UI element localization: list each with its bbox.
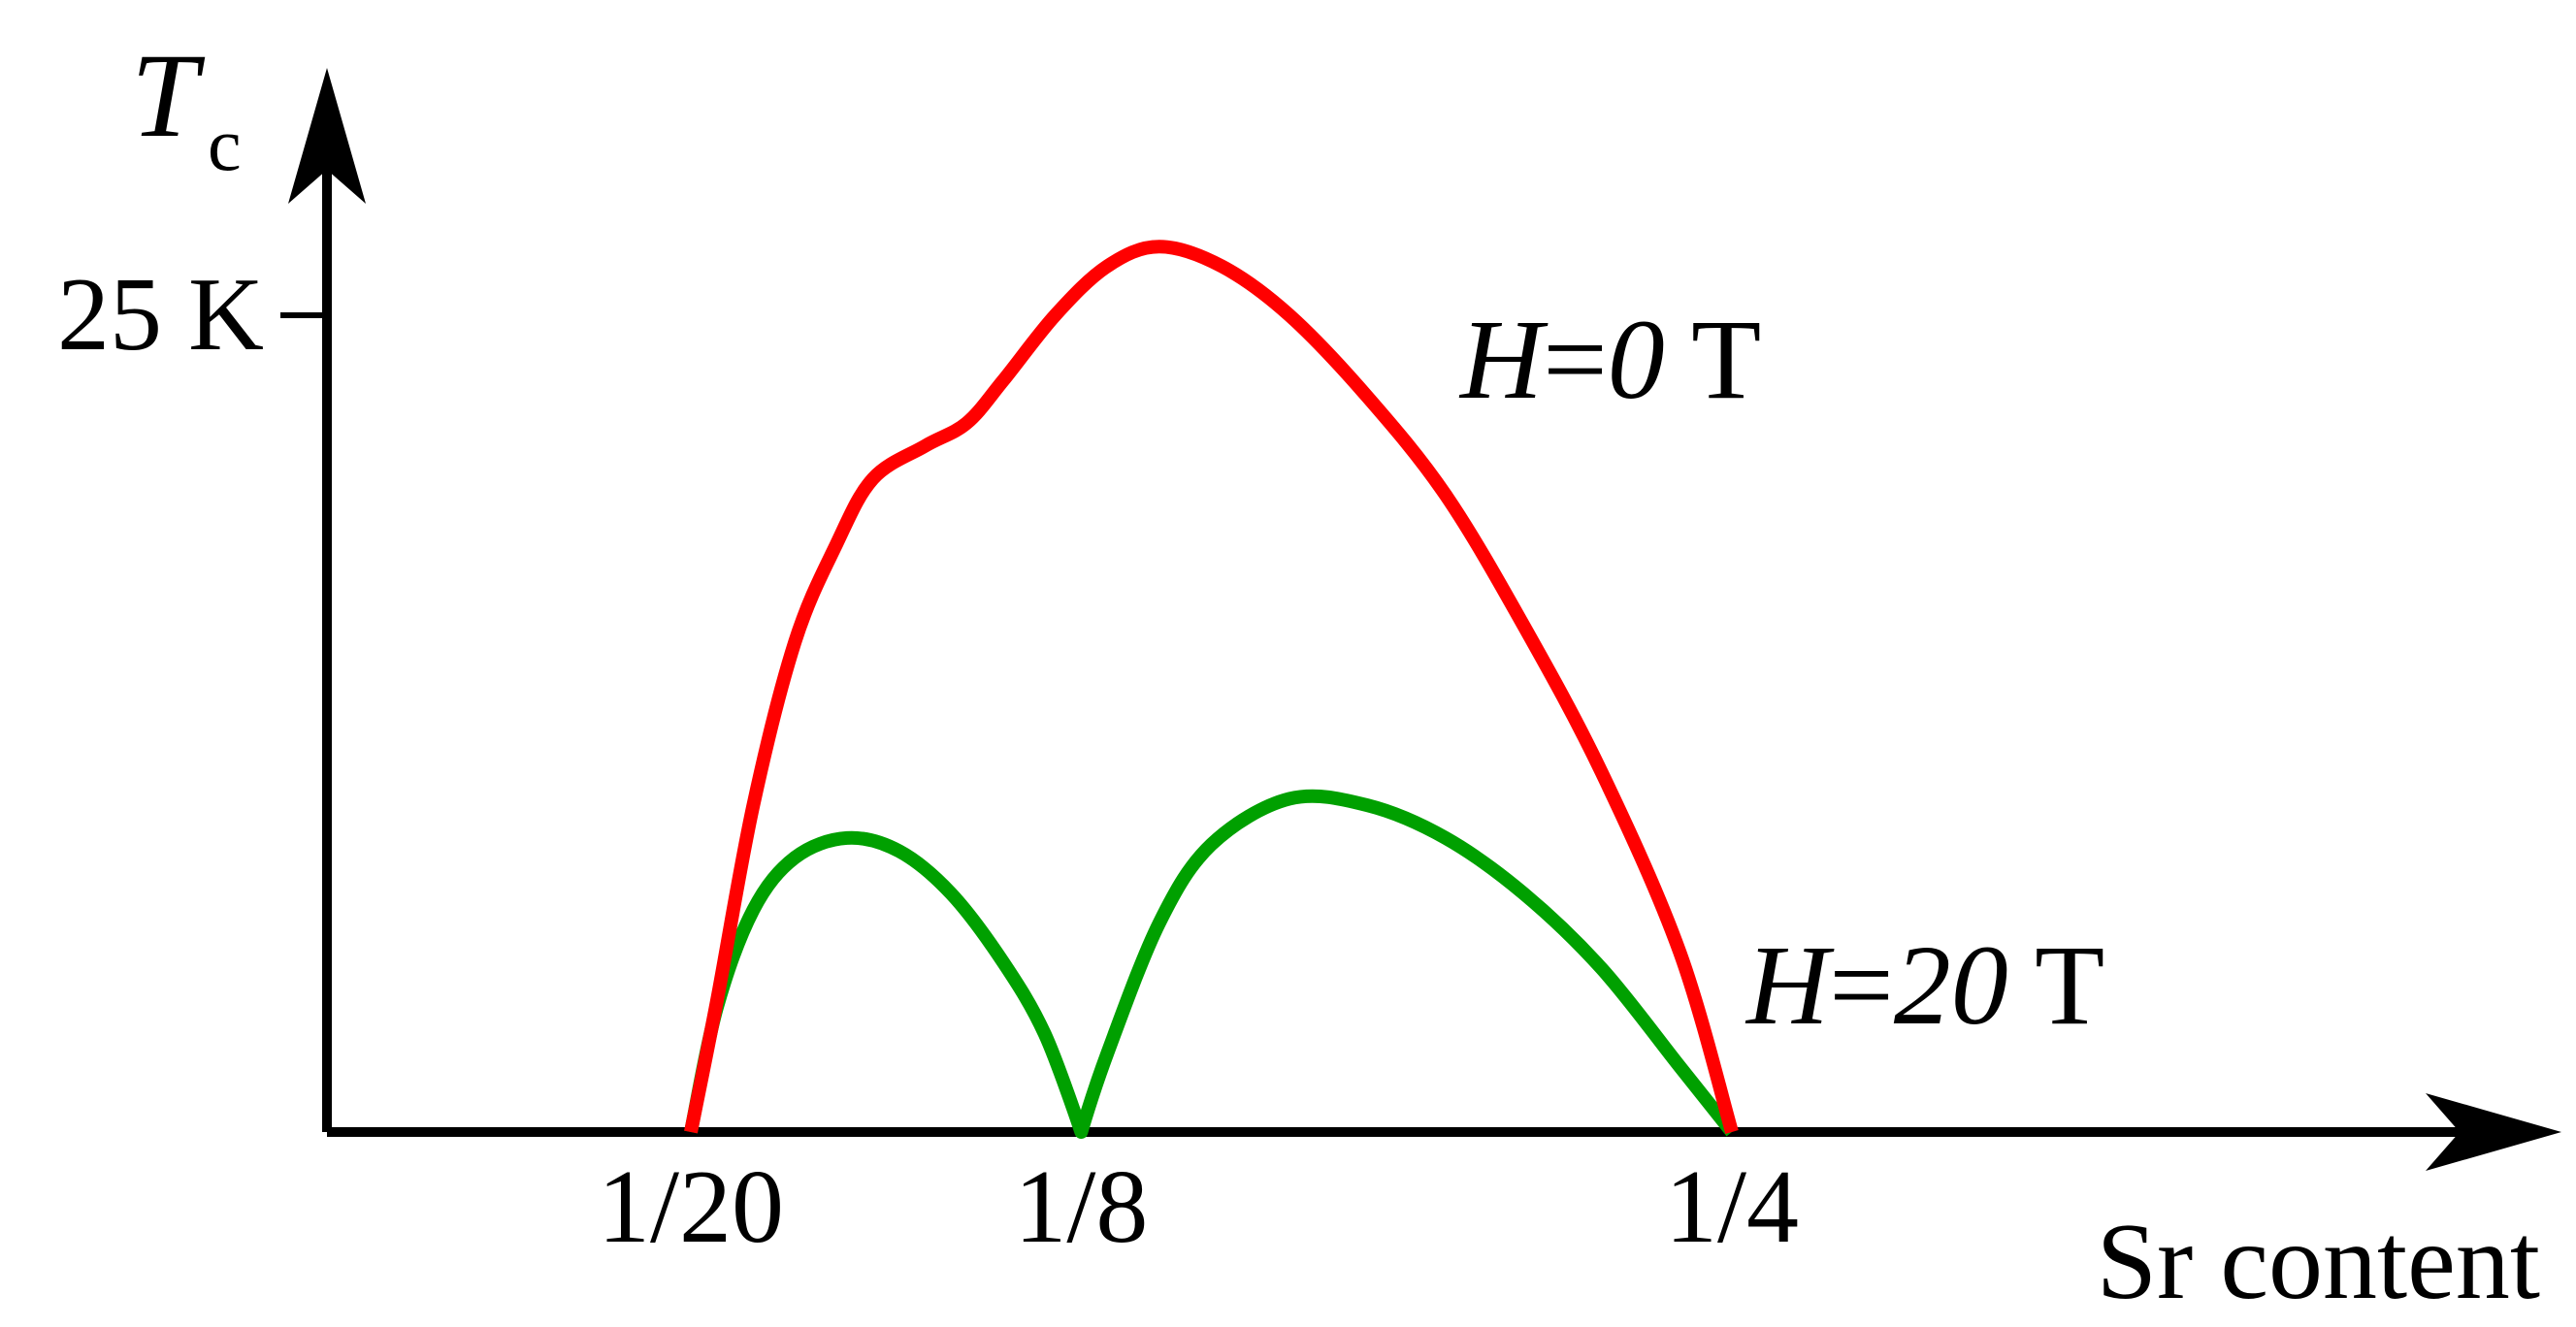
series-label-0: H=0 T: [1458, 296, 1761, 423]
x-axis-label: Sr content: [2097, 1202, 2540, 1322]
series-label-equals: =: [1829, 922, 1894, 1049]
y-tick-label: 25 K: [57, 257, 264, 372]
series-line-1: [684, 789, 1738, 1139]
series-label-symbol: H: [1458, 296, 1549, 423]
series-layer: [684, 240, 1739, 1139]
series-label-equals: =: [1543, 296, 1608, 423]
x-axis-arrow: [2426, 1093, 2561, 1171]
y-axis-arrow: [288, 68, 366, 204]
x-tick-label: 1/8: [1014, 1149, 1148, 1265]
axes: [280, 68, 2561, 1171]
series-label-unit: T: [2008, 922, 2104, 1049]
series-label-unit: T: [1665, 296, 1761, 423]
x-tick-label: 1/20: [598, 1149, 784, 1265]
series-label-value: 0: [1608, 296, 1665, 423]
y-axis-label-subscript: c: [208, 102, 242, 186]
series-label-symbol: H: [1745, 922, 1835, 1049]
y-axis-label-symbol: T: [131, 29, 206, 162]
series-line-0: [684, 240, 1739, 1134]
series-label-value: 20: [1894, 922, 2008, 1049]
x-tick-label: 1/4: [1665, 1149, 1799, 1265]
series-label-1: H=20 T: [1745, 922, 2104, 1049]
